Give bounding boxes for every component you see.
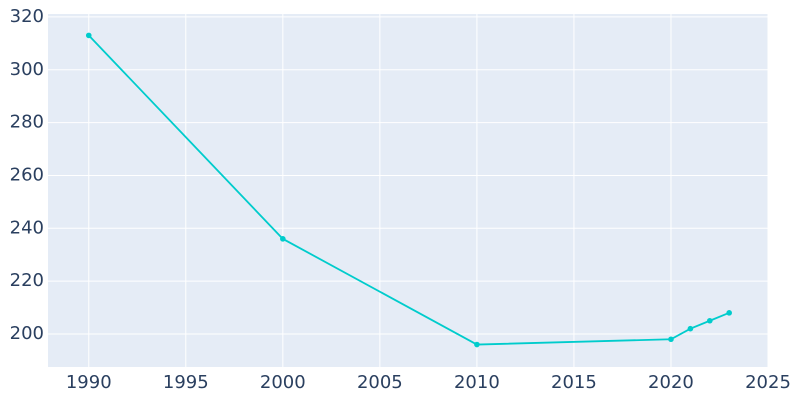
y-tick-label: 280: [10, 112, 44, 133]
data-point: [85, 32, 92, 39]
data-point: [687, 325, 694, 332]
x-tick-label: 2005: [357, 372, 403, 393]
y-tick-label: 320: [10, 6, 44, 27]
x-tick-label: 2015: [551, 372, 597, 393]
data-point: [726, 310, 732, 316]
data-point: [280, 236, 286, 242]
data-point: [474, 341, 480, 348]
x-tick-label: 2010: [454, 372, 500, 393]
data-point: [668, 336, 674, 343]
x-tick-label: 1990: [66, 372, 112, 393]
x-tick-label: 2000: [260, 372, 306, 393]
x-tick-label: 1995: [163, 372, 209, 393]
plot-area: [48, 14, 768, 367]
data-point: [706, 317, 713, 324]
y-tick-label: 260: [10, 164, 44, 185]
y-tick-label: 220: [10, 270, 44, 291]
x-tick-label: 2020: [648, 372, 694, 393]
y-tick-label: 300: [10, 59, 44, 80]
y-tick-label: 200: [10, 323, 44, 344]
y-tick-label: 240: [10, 217, 44, 238]
x-tick-label: 2025: [745, 372, 791, 393]
